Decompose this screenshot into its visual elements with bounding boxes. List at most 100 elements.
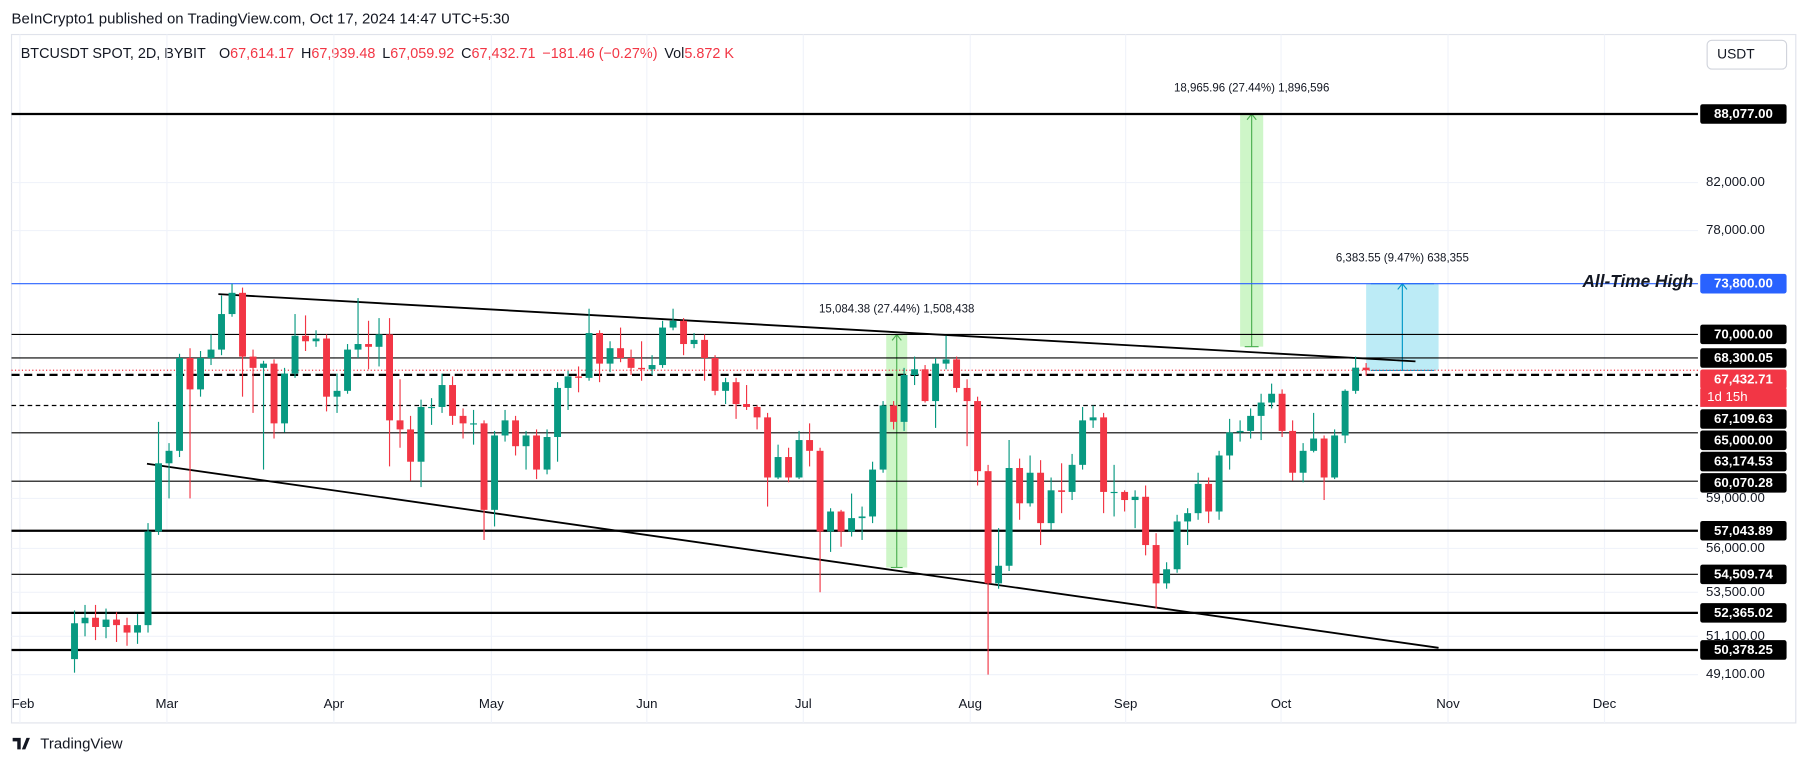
candle-body (249, 356, 257, 368)
candle-body (1247, 415, 1255, 431)
candle-body (1026, 472, 1034, 504)
candle-body (1079, 420, 1087, 465)
candle-body (816, 450, 824, 532)
footer-brand: TradingView (40, 736, 122, 753)
candle-body (585, 333, 593, 378)
ohlc-key: L (382, 46, 390, 62)
price-label: 73,800.00 (1714, 276, 1773, 291)
x-tick-label: Aug (958, 696, 982, 711)
candle-body (764, 417, 772, 478)
level-annotation: All-Time High (1581, 271, 1693, 291)
candle-body (1089, 417, 1097, 421)
price-label: 57,043.89 (1714, 523, 1773, 538)
candle-body (827, 511, 835, 532)
currency-button[interactable] (1706, 39, 1788, 70)
candle-body (1310, 438, 1318, 451)
candle-body (186, 357, 194, 390)
candle-body (239, 292, 246, 357)
y-tick-label: 78,000.00 (1706, 222, 1765, 237)
candle-body (312, 338, 320, 342)
price-label: 63,174.53 (1714, 454, 1773, 469)
ohlc-key: C (461, 46, 471, 62)
candle-body (344, 349, 351, 391)
price-label: 54,509.74 (1714, 566, 1773, 581)
x-tick-label: Dec (1593, 696, 1617, 711)
candle-body (701, 339, 709, 358)
ohlc-value: 67,939.48 (311, 46, 375, 62)
candle-body (1257, 402, 1265, 416)
candle-body (533, 435, 541, 470)
candle-body (407, 429, 414, 462)
candle-body (900, 374, 908, 422)
candle-body (564, 376, 572, 388)
candle-body (113, 619, 120, 626)
candle-body (438, 385, 446, 407)
candle-body (659, 327, 667, 366)
candle-body (281, 373, 288, 424)
price-label-box (1700, 430, 1787, 451)
candle-body (1100, 417, 1108, 492)
y-tick-label: 56,000.00 (1706, 540, 1765, 555)
y-tick-label: 51,100.00 (1706, 628, 1765, 643)
candle-body (501, 420, 509, 436)
candle-body (207, 349, 215, 358)
price-label-box (1700, 603, 1787, 623)
candle-body (417, 406, 425, 462)
candle-body (1352, 367, 1360, 391)
candle-body (974, 401, 982, 472)
candle-body (1205, 483, 1213, 512)
candle-body (270, 363, 278, 424)
candle-body (848, 518, 856, 532)
candle-body (375, 334, 383, 347)
price-label-box (1700, 409, 1787, 429)
candle-body (71, 623, 78, 660)
price-label-box (1700, 451, 1787, 472)
candle-body (984, 471, 992, 584)
candle-body (396, 420, 404, 430)
candle-body (365, 344, 372, 347)
candle-body (386, 334, 393, 421)
price-label: 65,000.00 (1714, 432, 1773, 447)
candle-body (480, 423, 488, 510)
candle-body (1299, 450, 1307, 473)
candle-body (354, 344, 362, 350)
candle-body (774, 457, 782, 478)
ohlc-value: 67,059.92 (390, 46, 454, 62)
candle-body (1320, 438, 1328, 478)
byline: BeInCrypto1 published on TradingView.com… (12, 11, 510, 28)
candle-body (1268, 393, 1276, 403)
trendline (146, 462, 1439, 649)
candle-body (932, 363, 940, 402)
footer-logo (12, 737, 30, 750)
candle-body (575, 376, 583, 378)
candle-body (543, 436, 551, 470)
candle-body (218, 314, 225, 350)
x-tick-label: Nov (1436, 696, 1460, 711)
y-tick-label: 49,100.00 (1706, 666, 1765, 681)
price-label: 88,077.00 (1714, 106, 1773, 121)
candle-body (1110, 491, 1118, 494)
price-label-box (1700, 324, 1787, 345)
ohlc-value: 67,614.17 (230, 46, 294, 62)
candle-body (1163, 569, 1171, 584)
candle-body (155, 463, 162, 532)
price-label-box (1700, 640, 1787, 660)
price-label-box (1700, 348, 1787, 368)
price-label: 67,109.63 (1714, 411, 1773, 426)
candle-body (911, 369, 919, 375)
candle-body (123, 625, 131, 633)
candle-body (102, 619, 110, 627)
x-tick-label: Jul (795, 696, 812, 711)
candle-body (921, 369, 929, 402)
x-tick-label: Feb (12, 696, 35, 711)
candle-body (1331, 435, 1339, 478)
candle-body (785, 457, 793, 478)
chart-frame (10, 33, 1797, 724)
candle-body (459, 415, 467, 424)
candle-body (648, 365, 656, 370)
measure-label: 6,383.55 (9.47%) 638,355 (1336, 252, 1469, 264)
candle-body (722, 382, 730, 391)
candle-body (428, 406, 435, 409)
price-label: 68,300.05 (1714, 350, 1773, 365)
